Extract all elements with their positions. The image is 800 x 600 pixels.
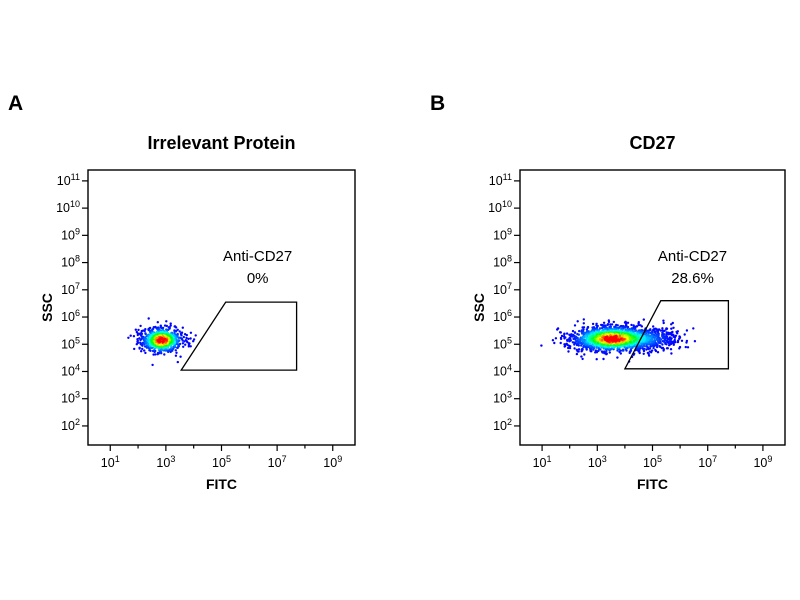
tick-label: 105	[212, 454, 231, 470]
tick-label: 109	[61, 226, 80, 242]
tick-label: 101	[533, 454, 552, 470]
tick-label: 1011	[57, 172, 80, 188]
tick-label: 108	[493, 254, 512, 270]
gate-polygon	[179, 301, 298, 371]
tick-label: 1010	[488, 199, 512, 215]
axis-ticks	[82, 180, 334, 451]
tick-label: 109	[753, 454, 772, 470]
panel-a-label: A	[8, 92, 24, 115]
gate-polygon	[623, 300, 730, 370]
tick-label: 107	[493, 281, 512, 297]
panel-b: 101 103 105 107 109 102 103 104 105 106 107 108 109 1…	[471, 169, 786, 492]
tick-label: 105	[493, 335, 512, 351]
tick-label: 103	[156, 454, 175, 470]
tick-label: 107	[61, 281, 80, 297]
tick-label: 102	[61, 417, 80, 433]
tick-label: 1010	[56, 199, 80, 215]
axis-ticks	[514, 180, 764, 451]
gate-percent: 28.6%	[671, 270, 714, 287]
tick-label: 103	[493, 390, 512, 406]
gate-percent: 0%	[247, 270, 269, 287]
tick-label: 105	[643, 454, 662, 470]
panel-b-title: CD27	[629, 133, 676, 153]
tick-label: 104	[493, 362, 512, 378]
tick-label: 109	[493, 226, 512, 242]
tick-label: 107	[698, 454, 717, 470]
tick-label: 103	[61, 390, 80, 406]
tick-label: 109	[323, 454, 342, 470]
tick-label: 106	[493, 308, 512, 324]
tick-label: 105	[61, 335, 80, 351]
tick-label: 101	[101, 454, 120, 470]
tick-label: 102	[493, 417, 512, 433]
tick-label: 107	[268, 454, 287, 470]
tick-label: 104	[61, 362, 80, 378]
scatter-points	[127, 317, 197, 367]
y-axis-label: SSC	[39, 293, 55, 322]
tick-label: 106	[61, 308, 80, 324]
gate-label: Anti-CD27	[223, 248, 292, 265]
panel-a-title: Irrelevant Protein	[147, 133, 296, 153]
plot-box	[519, 169, 786, 446]
tick-label: 1011	[489, 172, 512, 188]
tick-label: 108	[61, 254, 80, 270]
panel-b-label: B	[430, 92, 446, 115]
y-axis-label: SSC	[471, 293, 487, 322]
x-axis-label: FITC	[206, 476, 237, 492]
gate-label: Anti-CD27	[658, 248, 727, 265]
tick-label: 103	[588, 454, 607, 470]
x-axis-label: FITC	[637, 476, 668, 492]
panel-a: 101 103 105 107 109 102 103 104 105 106 107 108 109 1…	[39, 169, 356, 492]
scatter-points	[540, 318, 697, 363]
